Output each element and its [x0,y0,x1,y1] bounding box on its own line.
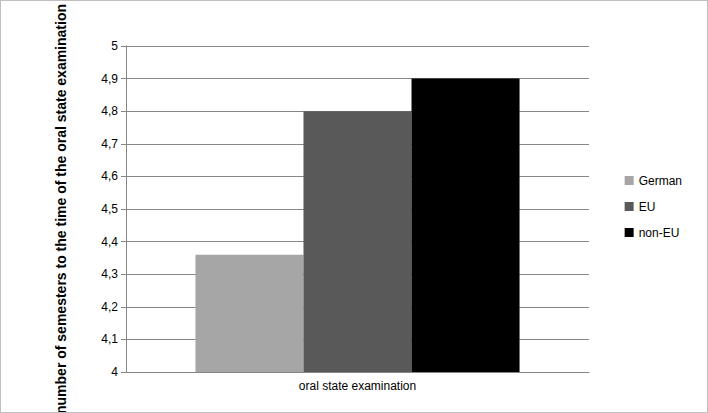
svg-text:4,7: 4,7 [101,137,118,151]
svg-text:4,6: 4,6 [101,169,118,183]
svg-text:oral state examination: oral state examination [299,379,416,393]
svg-text:4,9: 4,9 [101,72,118,86]
svg-text:non-EU: non-EU [639,226,680,240]
svg-text:4,1: 4,1 [101,332,118,346]
svg-text:5: 5 [111,39,118,53]
svg-text:number of semesters to the tim: number of semesters to the time of the o… [53,4,69,412]
svg-text:4,4: 4,4 [101,235,118,249]
svg-text:German: German [639,174,682,188]
svg-text:4,5: 4,5 [101,202,118,216]
svg-text:4,8: 4,8 [101,104,118,118]
svg-text:4: 4 [111,365,118,379]
svg-text:4,2: 4,2 [101,300,118,314]
svg-text:EU: EU [639,200,656,214]
svg-text:4,3: 4,3 [101,267,118,281]
